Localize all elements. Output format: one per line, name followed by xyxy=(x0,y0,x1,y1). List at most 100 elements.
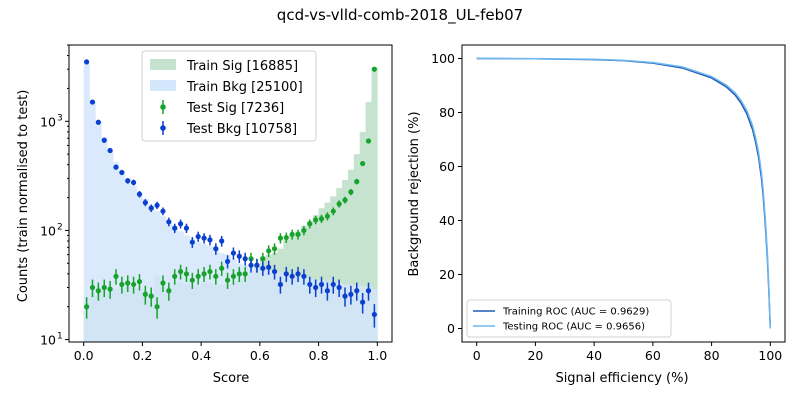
test-sig-point xyxy=(219,265,225,271)
train-bkg-bar xyxy=(283,273,290,342)
train-bkg-bar xyxy=(89,102,96,342)
test-bkg-point xyxy=(254,262,260,268)
test-bkg-point xyxy=(248,262,254,268)
train-bkg-bar xyxy=(300,277,308,342)
train-bkg-bar xyxy=(265,270,272,342)
test-bkg-point xyxy=(224,258,231,265)
train-bkg-bar xyxy=(342,284,349,342)
train-sig-bar xyxy=(365,102,372,342)
histogram-xtick-label: 0.6 xyxy=(250,348,270,363)
train-bkg-bar xyxy=(142,198,149,342)
train-bkg-bar xyxy=(347,284,355,342)
test-sig-point xyxy=(177,268,184,275)
train-sig-legend-swatch xyxy=(150,59,176,70)
train-sig-bar xyxy=(342,179,349,342)
test-bkg-legend-marker xyxy=(160,125,166,131)
roc-xtick-label: 40 xyxy=(586,348,602,363)
test-sig-point xyxy=(336,201,342,207)
roc-legend: Training ROC (AUC = 0.9629) Testing ROC (… xyxy=(466,299,672,338)
train-bkg-bar xyxy=(136,193,143,342)
roc-ytick-label: 100 xyxy=(431,51,455,66)
train-bkg-bar xyxy=(230,258,237,342)
test-bkg-point xyxy=(183,225,190,231)
train-sig-bar xyxy=(371,67,378,342)
train-bkg-bar xyxy=(189,238,196,342)
test-bkg-point xyxy=(271,268,278,275)
test-sig-point xyxy=(107,286,113,292)
test-sig-point xyxy=(371,66,377,72)
test-sig-point xyxy=(148,293,154,299)
test-bkg-point xyxy=(213,246,219,252)
test-bkg-point xyxy=(283,271,289,277)
histogram-ytick-exponent: 2 xyxy=(57,222,63,232)
test-bkg-point xyxy=(219,238,225,244)
test-sig-point xyxy=(136,278,143,285)
train-bkg-bar xyxy=(107,150,114,342)
test-bkg-point xyxy=(101,137,107,143)
train-bkg-bar xyxy=(183,235,190,342)
roc-ylabel: Background rejection (%) xyxy=(407,111,422,276)
test-sig-point xyxy=(89,284,96,291)
test-sig-point xyxy=(207,268,213,275)
test-bkg-point xyxy=(236,253,242,259)
test-sig-point xyxy=(307,221,313,227)
train-bkg-bar xyxy=(95,121,102,342)
train-bkg-bar xyxy=(165,222,173,342)
test-bkg-point xyxy=(318,281,325,288)
test-bkg-point xyxy=(277,281,284,288)
roc-ytick-label: 80 xyxy=(439,105,455,120)
test-sig-point xyxy=(301,227,307,234)
train-bkg-bar xyxy=(207,245,214,342)
test-sig-points xyxy=(84,66,377,319)
test-bkg-point xyxy=(371,311,377,318)
test-sig-point xyxy=(142,291,148,297)
roc-panel: 0 20 40 60 80 100 0 20 40 60 80 100 Signal efficien… xyxy=(407,44,786,386)
test-sig-point xyxy=(354,179,360,185)
test-sig-point xyxy=(360,160,366,167)
roc-ytick-label: 20 xyxy=(439,267,455,282)
histogram-legend: Train Sig [16885] Train Bkg [25100] Test S… xyxy=(141,50,317,142)
test-sig-point xyxy=(183,271,190,277)
test-sig-point xyxy=(348,189,354,195)
test-sig-point xyxy=(113,273,119,279)
histogram-xtick-label: 0.4 xyxy=(191,348,211,363)
histogram-plot-area xyxy=(83,59,378,342)
train-bkg-legend-swatch xyxy=(150,80,176,91)
test-sig-point xyxy=(289,231,295,237)
test-bkg-point xyxy=(95,119,101,125)
test-bkg-point xyxy=(131,179,137,186)
histogram-xtick-label: 0.0 xyxy=(74,348,94,363)
testing-roc-line xyxy=(476,57,772,329)
test-sig-point xyxy=(154,304,160,310)
test-bkg-point xyxy=(201,235,207,241)
test-bkg-point xyxy=(324,288,330,294)
test-sig-point xyxy=(166,288,172,294)
test-bkg-point xyxy=(330,281,336,288)
training-roc-legend-label: Training ROC (AUC = 0.9629) xyxy=(502,307,649,318)
train-sig-bar xyxy=(324,202,331,342)
histogram-ytick-label: 10 xyxy=(40,223,56,238)
test-sig-point xyxy=(172,273,178,279)
test-bkg-point xyxy=(166,219,172,225)
train-sig-bar xyxy=(359,131,366,342)
test-sig-point xyxy=(125,280,131,286)
test-sig-point xyxy=(160,280,166,286)
train-bkg-bar xyxy=(318,280,325,342)
test-bkg-point xyxy=(242,256,248,262)
histogram-ytick-exponent: 1 xyxy=(57,332,63,342)
test-sig-point xyxy=(324,213,330,219)
train-bkg-bar xyxy=(259,269,267,342)
test-bkg-point xyxy=(136,191,143,197)
train-bkg-bar xyxy=(148,205,155,342)
roc-xtick-label: 100 xyxy=(758,348,782,363)
roc-ytick-label: 0 xyxy=(447,321,455,336)
train-bkg-bar xyxy=(154,211,161,342)
test-sig-point xyxy=(266,248,272,254)
train-bkg-bar xyxy=(312,280,319,342)
train-bkg-bar xyxy=(330,282,337,342)
histogram-frame xyxy=(68,44,393,343)
histogram-xtick-label: 1.0 xyxy=(367,348,387,363)
train-bkg-bar xyxy=(242,265,249,342)
test-bkg-point xyxy=(336,284,342,291)
